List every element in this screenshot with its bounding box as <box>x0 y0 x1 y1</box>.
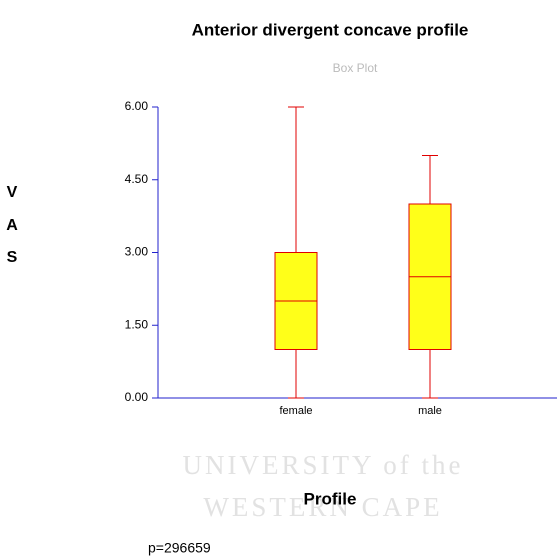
x-axis-label: Profile <box>304 489 357 508</box>
y-axis-label: V <box>7 184 18 201</box>
y-tick-label: 3.00 <box>125 245 149 259</box>
y-tick-label: 0.00 <box>125 390 149 404</box>
y-tick-label: 4.50 <box>125 172 149 186</box>
y-tick-label: 1.50 <box>125 317 149 331</box>
watermark: UNIVERSITY of the WESTERN CAPE <box>183 450 464 522</box>
y-axis-label: S <box>7 249 18 266</box>
note: p=296659 <box>148 540 211 556</box>
watermark-text: WESTERN CAPE <box>203 492 442 522</box>
x-tick-label: female <box>279 405 312 417</box>
x-tick-label: male <box>418 405 442 417</box>
chart-title: Anterior divergent concave profile <box>192 20 469 39</box>
chart-subtitle: Box Plot <box>333 61 378 75</box>
y-axis-label: A <box>6 217 18 234</box>
watermark-text: UNIVERSITY of the <box>183 450 464 480</box>
y-tick-label: 6.00 <box>125 99 149 113</box>
